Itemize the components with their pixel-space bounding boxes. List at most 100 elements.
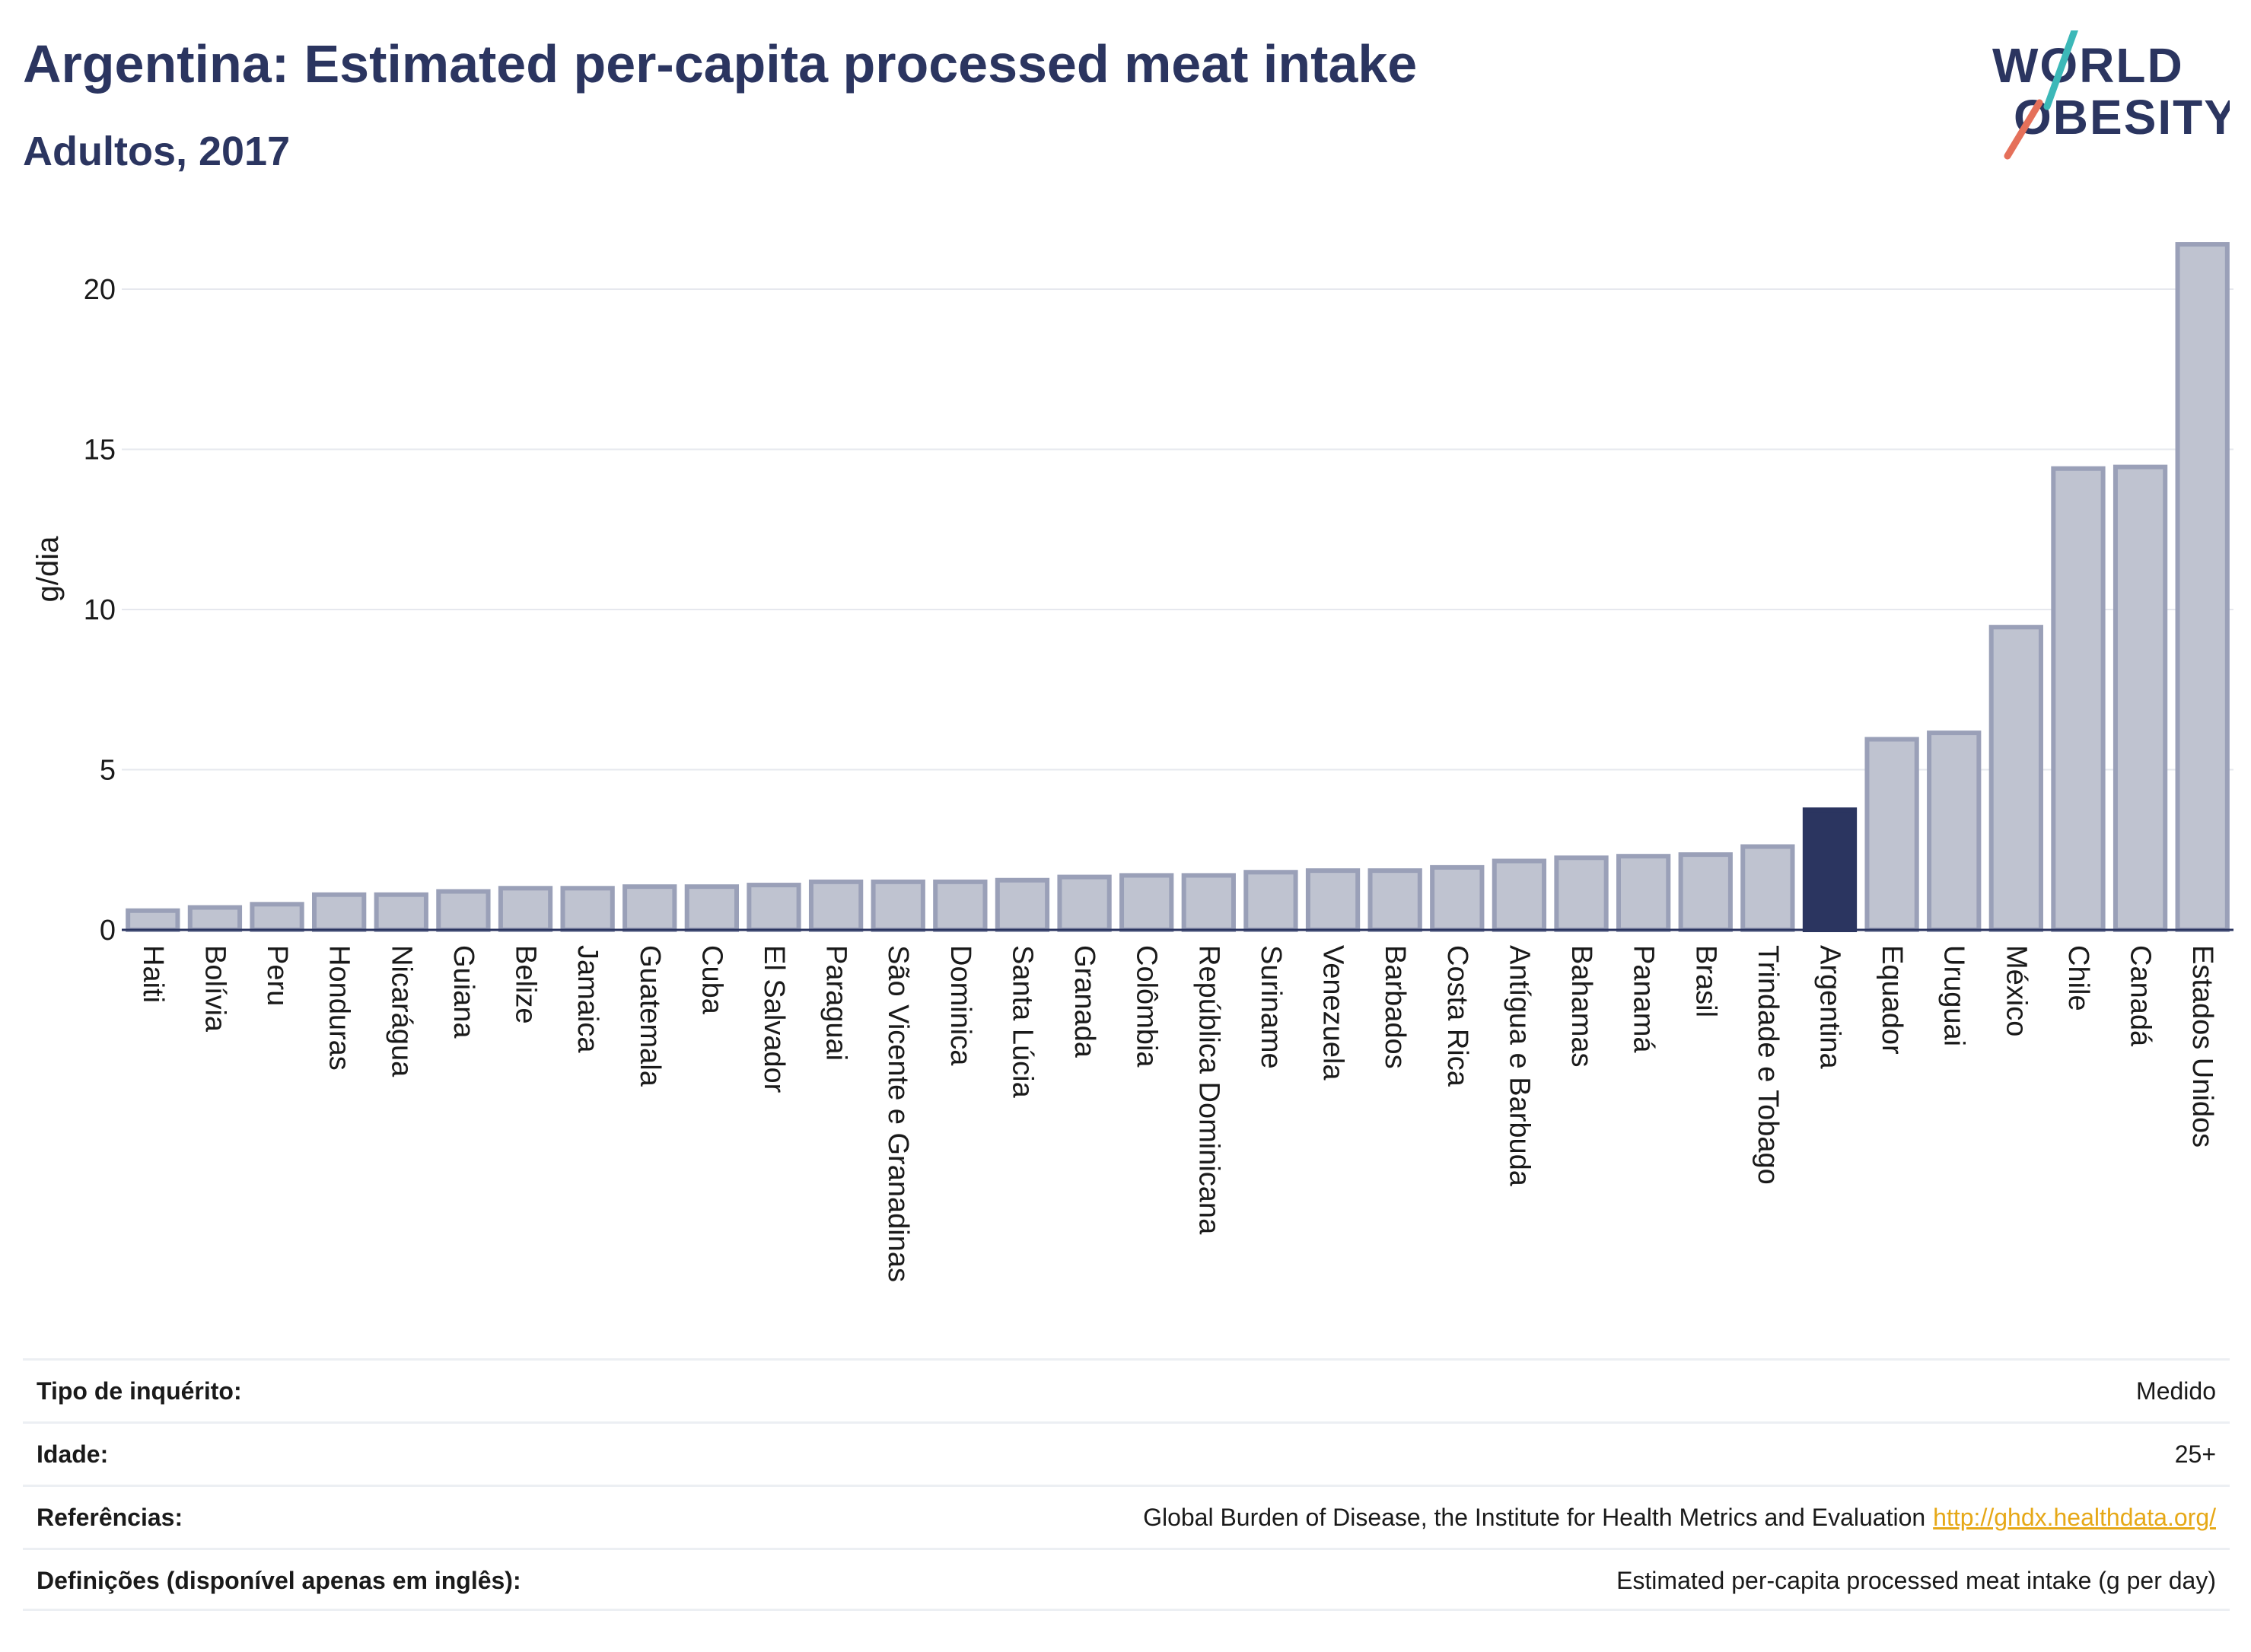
meta-row: Idade: 25+ <box>23 1421 2230 1485</box>
x-tick-label: Paraguai <box>820 945 852 1061</box>
bar-uruguai <box>1927 731 1982 933</box>
x-tick-label: Trindade e Tobago <box>1752 945 1784 1185</box>
x-tick-label: Barbados <box>1379 945 1411 1069</box>
x-tick-label: Granada <box>1068 945 1100 1058</box>
bar-rep-blica-dominicana <box>1181 873 1236 933</box>
bar-panam- <box>1616 854 1671 933</box>
y-tick-label: 15 <box>84 434 116 466</box>
x-tick-label: Brasil <box>1689 945 1721 1017</box>
meta-value-text: 25+ <box>2174 1440 2216 1468</box>
bars-layer <box>122 242 2233 933</box>
bar-trindade-e-tobago <box>1740 844 1795 933</box>
bar-s-o-vicente-e-granadinas <box>871 879 925 932</box>
x-tick-label: Guiana <box>447 945 479 1039</box>
bar-guatemala <box>622 884 677 933</box>
bar-bahamas <box>1554 855 1609 933</box>
x-tick-label: São Vicente e Granadinas <box>882 945 914 1282</box>
x-labels-layer: Haiti Bolívia Peru Honduras Nicarágua Guiana B… <box>137 945 2218 1282</box>
x-tick-label: Belize <box>510 945 542 1024</box>
bar-dominica <box>933 879 988 932</box>
bar-venezuela <box>1305 868 1361 932</box>
bar-m-xico <box>1988 625 2043 933</box>
x-tick-label: Dominica <box>944 945 976 1066</box>
x-tick-label: Uruguai <box>1938 945 1970 1046</box>
meta-label: Idade: <box>37 1440 109 1468</box>
y-tick-label: 5 <box>100 755 116 787</box>
meta-value-text: Estimated per-capita processed meat inta… <box>1616 1567 2216 1594</box>
metadata-table: Tipo de inquérito: Medido Idade: 25+ Referên… <box>23 1358 2230 1611</box>
y-tick-label: 0 <box>100 915 116 947</box>
bar-bol-via <box>187 905 243 933</box>
meta-value: Global Burden of Disease, the Institute … <box>1143 1504 2216 1532</box>
reference-link[interactable]: http://ghdx.healthdata.org/ <box>1933 1504 2216 1531</box>
bar-chile <box>2051 466 2106 932</box>
bar-equador <box>1864 737 1919 932</box>
meta-value-text: Global Burden of Disease, the Institute … <box>1143 1504 1926 1531</box>
bar-argentina <box>1802 807 1858 932</box>
bar-honduras <box>312 892 367 932</box>
x-tick-label: El Salvador <box>758 945 790 1093</box>
chart-subtitle: Adultos, 2017 <box>23 129 291 174</box>
x-tick-label: Estados Unidos <box>2186 945 2218 1147</box>
bar-chart: g/dia 0 5 10 15 20 Haiti Bolívia Peru Honduras N… <box>31 242 2233 1282</box>
bar-brasil <box>1678 852 1733 932</box>
x-tick-label: Costa Rica <box>1441 945 1473 1087</box>
y-axis-label: g/dia <box>31 536 65 602</box>
bar-costa-rica <box>1430 864 1485 933</box>
meta-label: Definições (disponível apenas em inglês)… <box>37 1567 521 1594</box>
x-tick-label: Bahamas <box>1565 945 1597 1068</box>
bar-canad- <box>2113 464 2168 932</box>
x-tick-label: Equador <box>1876 945 1908 1055</box>
y-tick-label: 10 <box>84 594 116 626</box>
bar-paraguai <box>808 879 864 932</box>
bar-ant-gua-e-barbuda <box>1492 858 1547 932</box>
x-tick-label: Bolívia <box>199 945 231 1033</box>
bar-cuba <box>684 884 740 933</box>
bar-santa-l-cia <box>995 877 1050 932</box>
chart-title: Argentina: Estimated per-capita processe… <box>23 34 1418 94</box>
x-tick-label: Panamá <box>1628 945 1660 1053</box>
x-tick-label: Honduras <box>323 945 355 1071</box>
meta-value: Medido <box>2136 1377 2216 1405</box>
x-tick-label: Canadá <box>2125 945 2157 1047</box>
x-tick-label: Haiti <box>137 945 169 1003</box>
x-tick-label: Antígua e Barbuda <box>1503 945 1535 1187</box>
x-tick-label: Suriname <box>1255 945 1287 1069</box>
x-tick-label: Argentina <box>1813 945 1845 1070</box>
x-tick-label: Guatemala <box>634 945 666 1087</box>
logo-stroke-teal <box>2043 30 2078 110</box>
meta-value-text: Medido <box>2136 1377 2216 1405</box>
x-tick-label: Venezuela <box>1317 945 1349 1081</box>
bar-jamaica <box>560 886 615 933</box>
meta-value: 25+ <box>2175 1440 2216 1469</box>
bar-suriname <box>1243 870 1298 932</box>
x-tick-label: México <box>2000 945 2032 1036</box>
meta-row: Referências: Global Burden of Disease, th… <box>23 1485 2230 1548</box>
meta-row: Definições (disponível apenas em inglês)… <box>23 1548 2230 1611</box>
x-tick-label: Colômbia <box>1131 945 1163 1068</box>
bar-peru <box>250 902 304 932</box>
bar-haiti <box>126 908 180 932</box>
bar-estados-unidos <box>2175 242 2230 932</box>
x-tick-label: Chile <box>2062 945 2094 1011</box>
bar-granada <box>1057 874 1112 933</box>
meta-label: Referências: <box>37 1504 183 1531</box>
bar-belize <box>498 886 553 933</box>
meta-label: Tipo de inquérito: <box>37 1377 242 1405</box>
bar-barbados <box>1367 868 1422 932</box>
meta-row: Tipo de inquérito: Medido <box>23 1358 2230 1421</box>
x-tick-label: Jamaica <box>572 945 603 1053</box>
bar-nicar-gua <box>374 892 428 932</box>
x-tick-label: Cuba <box>696 945 728 1015</box>
bar-guiana <box>436 889 491 932</box>
bar-el-salvador <box>747 883 801 933</box>
x-tick-label: Peru <box>261 945 293 1006</box>
x-tick-label: Santa Lúcia <box>1006 945 1038 1099</box>
logo-stroke-coral <box>2004 99 2043 160</box>
x-tick-label: Nicarágua <box>385 945 417 1077</box>
meta-value: Estimated per-capita processed meat inta… <box>1616 1567 2216 1595</box>
bar-col-mbia <box>1119 873 1174 933</box>
x-tick-label: República Dominicana <box>1192 945 1224 1235</box>
logo-line1: WORLD <box>1992 38 2184 93</box>
y-tick-label: 20 <box>84 274 116 306</box>
